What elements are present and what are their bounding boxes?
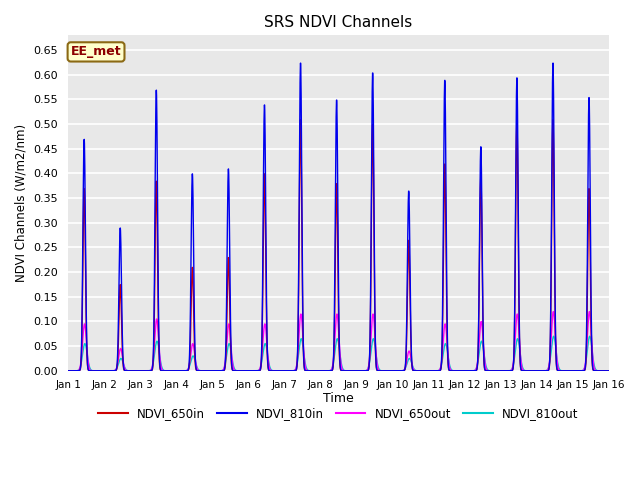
Legend: NDVI_650in, NDVI_810in, NDVI_650out, NDVI_810out: NDVI_650in, NDVI_810in, NDVI_650out, NDV… [93,403,583,425]
X-axis label: Time: Time [323,392,354,405]
Text: EE_met: EE_met [71,46,122,59]
Title: SRS NDVI Channels: SRS NDVI Channels [264,15,413,30]
Y-axis label: NDVI Channels (W/m2/nm): NDVI Channels (W/m2/nm) [15,124,28,282]
